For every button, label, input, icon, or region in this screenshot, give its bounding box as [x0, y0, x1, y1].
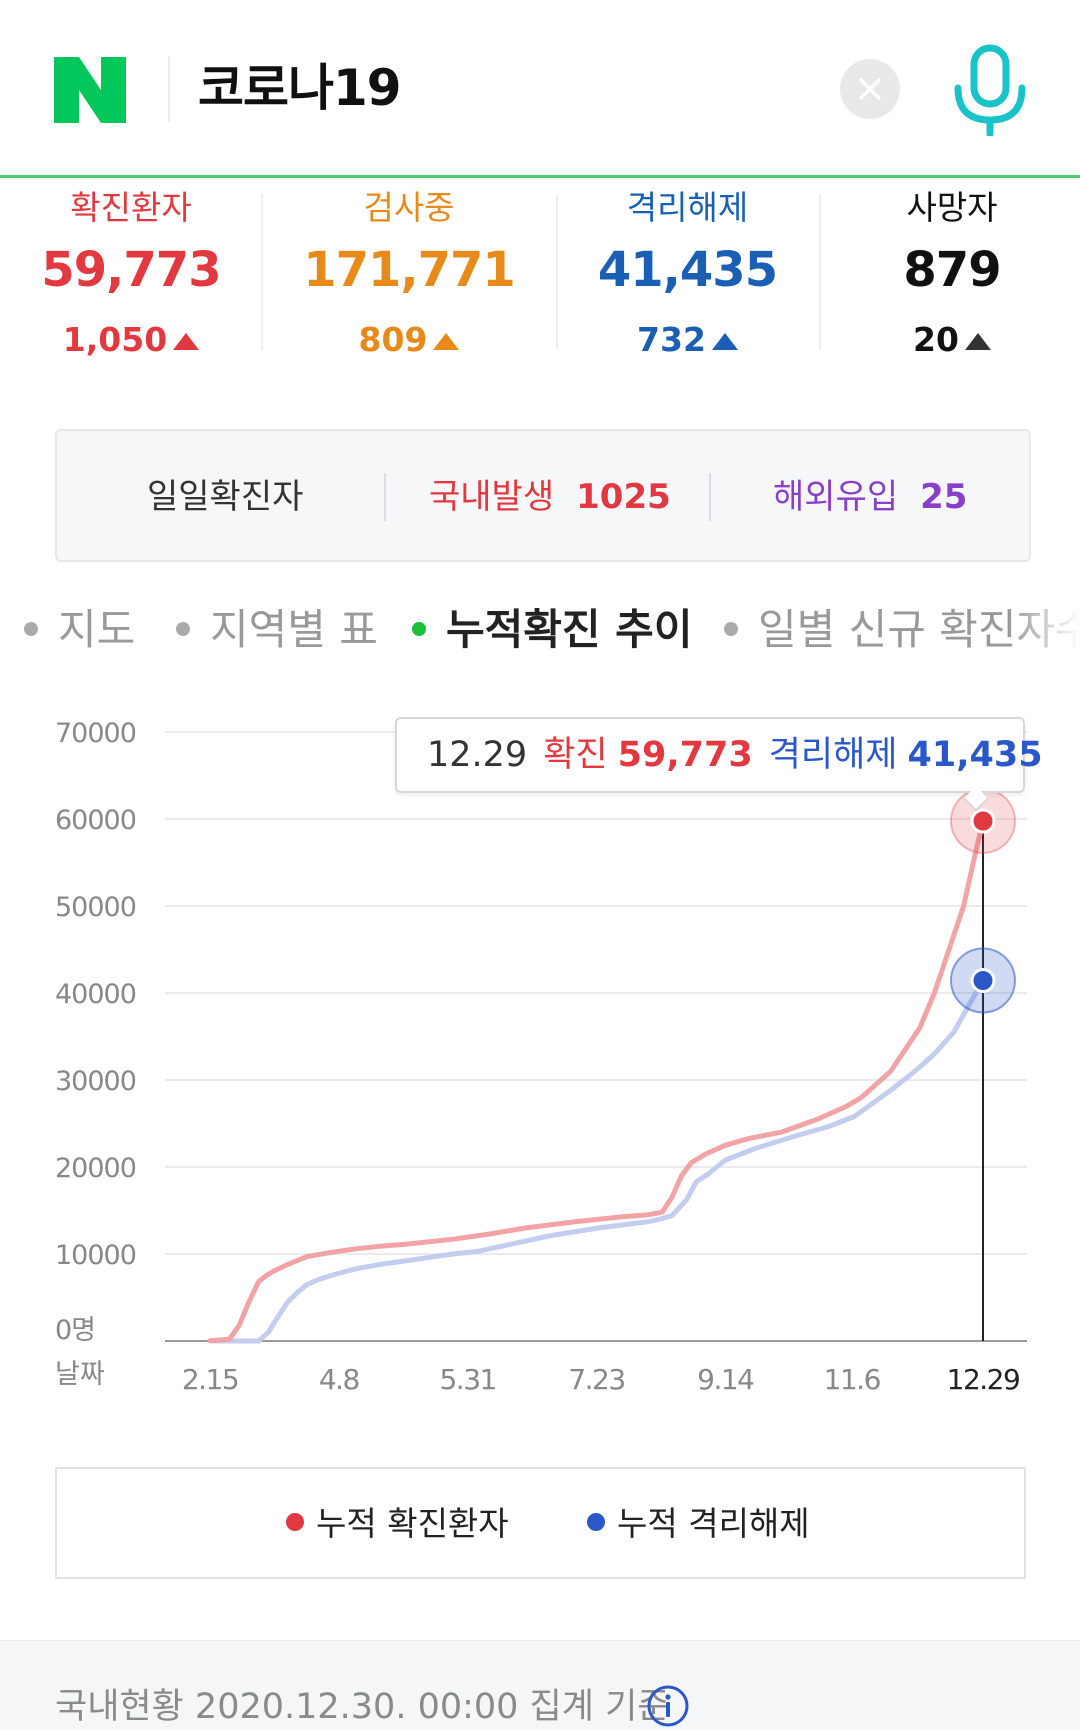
tooltip-released-value: 41,435 [907, 735, 1043, 775]
footer-timestamp: 국내현황 2020.12.30. 00:00 집계 기준 [55, 1687, 670, 1727]
daily-domestic: 국내발생 1025 [429, 475, 671, 519]
y-tick-label: 0명 [55, 1315, 95, 1346]
stat-confirmed-delta-value: 1,050 [62, 320, 168, 359]
stat-deaths-value: 879 [903, 242, 1001, 298]
x-tick-label: 7.23 [568, 1363, 624, 1396]
naver-logo-icon[interactable] [54, 57, 126, 123]
stat-testing-value: 171,771 [303, 242, 516, 298]
stat-divider [261, 194, 263, 350]
legend-released[interactable]: 누적 격리해제 [587, 1503, 810, 1545]
stat-deaths-delta-value: 20 [913, 320, 959, 359]
stat-released: 격리해제 41,435 732 [556, 180, 819, 370]
stat-confirmed: 확진환자 59,773 1,050 [0, 180, 262, 370]
tooltip-confirmed-value: 59,773 [617, 735, 753, 775]
daily-overseas-label: 해외유입 [773, 477, 899, 517]
x-tick-label: 12.29 [947, 1363, 1020, 1396]
stat-testing: 검사중 171,771 809 [262, 180, 556, 370]
tooltip-released-label: 격리해제 [768, 735, 898, 775]
chart-svg[interactable]: 700006000050000400003000020000100000명날짜 … [0, 700, 1080, 1400]
stat-released-delta-value: 732 [637, 320, 706, 359]
stat-released-label: 격리해제 [626, 188, 749, 227]
y-tick-label: 70000 [55, 718, 136, 749]
daily-domestic-value: 1025 [576, 477, 671, 517]
tabs-fade [1010, 600, 1080, 660]
stat-deaths: 사망자 879 20 [819, 180, 1080, 370]
stat-testing-label: 검사중 [363, 188, 455, 227]
daily-divider [709, 473, 711, 521]
stat-divider [819, 194, 821, 350]
stat-deaths-label: 사망자 [906, 188, 998, 227]
chart-tooltip: 12.29 확진 59,773 격리해제 41,435 [395, 717, 1043, 793]
legend-confirmed[interactable]: 누적 확진환자 [286, 1503, 509, 1545]
tab-bullet [176, 622, 190, 636]
up-arrow-icon [433, 333, 460, 350]
tab-map[interactable]: 지도 [24, 600, 135, 660]
tab-map-label: 지도 [58, 605, 136, 654]
legend-released-dot [587, 1513, 605, 1531]
x-axis-name: 날짜 [55, 1359, 105, 1390]
daily-title: 일일확진자 [147, 477, 304, 517]
stat-confirmed-value: 59,773 [41, 242, 221, 298]
x-tick-label: 4.8 [319, 1363, 359, 1396]
close-icon [859, 78, 881, 100]
tab-bullet [412, 622, 426, 636]
microphone-icon[interactable] [950, 44, 1030, 136]
chart-legend: 누적 확진환자 누적 격리해제 [55, 1467, 1026, 1579]
up-arrow-icon [173, 333, 200, 350]
covid-stats-summary: 확진환자 59,773 1,050 검사중 171,771 809 격리해제 4… [0, 180, 1080, 370]
y-tick-label: 40000 [55, 979, 136, 1010]
clear-search-button[interactable] [840, 59, 900, 119]
stat-confirmed-label: 확진환자 [70, 188, 192, 227]
daily-domestic-label: 국내발생 [429, 477, 555, 517]
search-header: 코로나19 [0, 0, 1080, 178]
marker-point-confirmed [970, 808, 996, 834]
stat-divider [556, 194, 558, 350]
stat-released-delta: 732 [556, 320, 819, 360]
marker-point-released [970, 968, 996, 994]
series-line-confirmed [207, 818, 986, 1344]
stat-testing-delta: 809 [262, 320, 556, 360]
stat-deaths-delta: 20 [819, 320, 1080, 360]
x-tick-label: 2.15 [182, 1363, 238, 1396]
y-tick-label: 30000 [55, 1066, 136, 1097]
legend-confirmed-dot [286, 1513, 304, 1531]
daily-overseas-value: 25 [920, 477, 968, 517]
stat-confirmed-delta: 1,050 [0, 320, 262, 360]
y-tick-label: 50000 [55, 892, 136, 923]
x-tick-label: 11.6 [824, 1363, 881, 1396]
tooltip-date: 12.29 [427, 735, 528, 775]
daily-divider [384, 473, 386, 521]
info-icon[interactable] [646, 1684, 690, 1728]
legend-confirmed-label: 누적 확진환자 [316, 1504, 509, 1543]
tab-bullet [24, 622, 38, 636]
chart-tabs: 지도 지역별 표 누적확진 추이 일별 신규 확진자수 [0, 600, 1080, 660]
legend-released-label: 누적 격리해제 [617, 1504, 810, 1543]
header-divider [168, 56, 170, 122]
tab-bullet [724, 622, 738, 636]
y-tick-label: 60000 [55, 805, 136, 836]
tab-cumulative-trend[interactable]: 누적확진 추이 [412, 600, 692, 660]
daily-confirmed-box: 일일확진자 국내발생 1025 해외유입 25 [55, 429, 1031, 562]
y-tick-label: 20000 [55, 1153, 136, 1184]
series-line-released [207, 978, 986, 1344]
footer-status: 국내현황 2020.12.30. 00:00 집계 기준 [0, 1640, 1080, 1730]
up-arrow-icon [964, 333, 991, 350]
tab-region-table[interactable]: 지역별 표 [176, 600, 378, 660]
tooltip-confirmed-label: 확진 [543, 735, 608, 775]
stat-released-value: 41,435 [597, 242, 778, 298]
search-query[interactable]: 코로나19 [198, 59, 402, 117]
x-tick-label: 5.31 [439, 1363, 495, 1396]
stat-testing-delta-value: 809 [358, 320, 428, 359]
up-arrow-icon [711, 333, 738, 350]
x-tick-label: 9.14 [697, 1363, 754, 1396]
cumulative-chart[interactable]: 70000 60000 50000 40000 30000 20000 10000 0명 날짜 … [0, 700, 1080, 1400]
daily-overseas: 해외유입 25 [773, 475, 967, 519]
tab-cumulative-trend-label: 누적확진 추이 [446, 605, 693, 654]
y-tick-label: 10000 [55, 1240, 136, 1271]
tab-region-table-label: 지역별 표 [210, 605, 378, 654]
